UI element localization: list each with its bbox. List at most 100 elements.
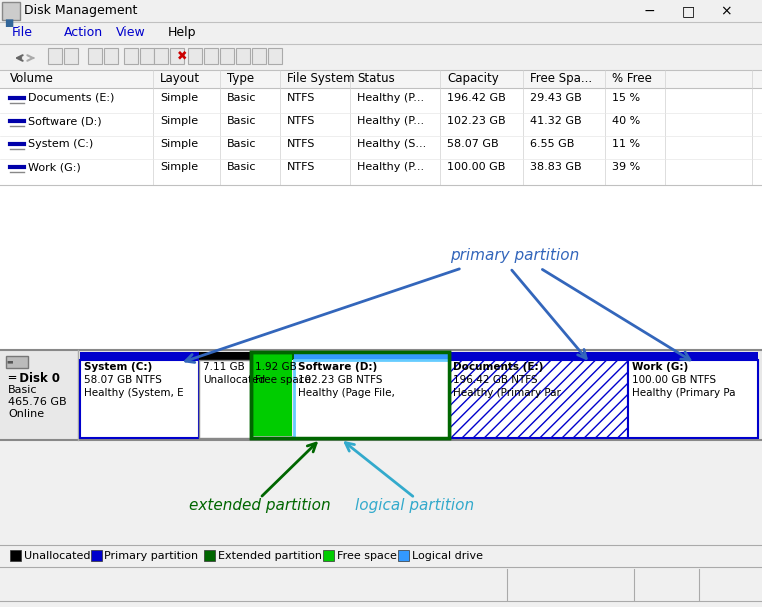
Bar <box>323 550 334 561</box>
Text: Unallocated: Unallocated <box>203 375 265 385</box>
Text: Work (G:): Work (G:) <box>632 362 688 372</box>
Text: logical partition: logical partition <box>355 498 475 513</box>
Bar <box>80 360 199 438</box>
Text: System (C:): System (C:) <box>84 362 152 372</box>
Text: 41.32 GB: 41.32 GB <box>530 116 581 126</box>
Text: 38.83 GB: 38.83 GB <box>530 162 581 172</box>
Bar <box>450 352 628 360</box>
Text: Simple: Simple <box>160 116 198 126</box>
Text: 39 %: 39 % <box>612 162 640 172</box>
Text: Basic: Basic <box>227 93 257 103</box>
Text: ✖: ✖ <box>177 49 187 62</box>
Text: 7.11 GB: 7.11 GB <box>203 362 245 372</box>
Bar <box>294 352 450 360</box>
Text: Status: Status <box>357 72 395 85</box>
Text: Online: Online <box>8 409 44 419</box>
Bar <box>154 48 168 64</box>
Bar <box>199 352 251 360</box>
Text: ×: × <box>720 4 732 18</box>
Bar <box>251 352 450 360</box>
Bar <box>253 354 292 436</box>
Bar <box>220 48 234 64</box>
Bar <box>0 440 762 545</box>
Text: Healthy (Page File,: Healthy (Page File, <box>298 388 395 398</box>
Text: ■: ■ <box>4 18 13 28</box>
Text: Primary partition: Primary partition <box>104 551 199 561</box>
Text: Healthy (System, E: Healthy (System, E <box>84 388 184 398</box>
Bar <box>48 48 62 64</box>
Bar <box>628 352 758 360</box>
Text: 196.42 GB NTFS: 196.42 GB NTFS <box>453 375 538 385</box>
Bar <box>0 567 762 607</box>
Bar <box>0 88 762 185</box>
Bar <box>252 48 266 64</box>
Text: 102.23 GB: 102.23 GB <box>447 116 506 126</box>
Text: Unallocated: Unallocated <box>24 551 91 561</box>
Bar <box>0 70 762 88</box>
Text: Basic: Basic <box>227 162 257 172</box>
Text: Healthy (P...: Healthy (P... <box>357 93 424 103</box>
Text: 58.07 GB: 58.07 GB <box>447 139 498 149</box>
Text: Extended partition: Extended partition <box>218 551 322 561</box>
Bar <box>0 44 762 70</box>
Text: Free space: Free space <box>255 375 311 385</box>
Text: primary partition: primary partition <box>450 248 579 263</box>
Text: Simple: Simple <box>160 139 198 149</box>
Text: Documents (E:): Documents (E:) <box>453 362 543 372</box>
Bar <box>199 360 251 438</box>
Text: NTFS: NTFS <box>287 93 315 103</box>
Text: 465.76 GB: 465.76 GB <box>8 397 66 407</box>
Text: File System: File System <box>287 72 354 85</box>
Bar <box>251 352 450 438</box>
Bar <box>91 550 101 561</box>
Text: ▬: ▬ <box>6 358 13 364</box>
Text: Basic: Basic <box>227 116 257 126</box>
Text: Basic: Basic <box>227 139 257 149</box>
Text: Healthy (S...: Healthy (S... <box>357 139 426 149</box>
Bar <box>10 550 21 561</box>
Text: 15 %: 15 % <box>612 93 640 103</box>
Bar <box>188 48 202 64</box>
Text: Capacity: Capacity <box>447 72 499 85</box>
Bar <box>124 48 138 64</box>
Text: 1.92 GB: 1.92 GB <box>255 362 296 372</box>
Text: Disk Management: Disk Management <box>24 4 137 17</box>
Text: View: View <box>116 26 146 39</box>
Bar <box>236 48 250 64</box>
Text: Healthy (Primary Par: Healthy (Primary Par <box>453 388 561 398</box>
Bar <box>0 185 762 350</box>
Bar <box>80 352 199 360</box>
Text: Free space: Free space <box>337 551 397 561</box>
Bar <box>628 360 758 438</box>
Bar <box>170 48 184 64</box>
Text: File: File <box>12 26 33 39</box>
Text: 6.55 GB: 6.55 GB <box>530 139 575 149</box>
Bar <box>251 352 450 438</box>
Text: Action: Action <box>64 26 103 39</box>
Text: extended partition: extended partition <box>189 498 331 513</box>
Bar <box>204 48 218 64</box>
Text: ═ Disk 0: ═ Disk 0 <box>8 372 60 385</box>
Text: Simple: Simple <box>160 162 198 172</box>
Text: NTFS: NTFS <box>287 116 315 126</box>
Text: −: − <box>644 4 655 18</box>
Text: Volume: Volume <box>10 72 54 85</box>
Text: Software (D:): Software (D:) <box>298 362 377 372</box>
Text: Simple: Simple <box>160 93 198 103</box>
Text: Layout: Layout <box>160 72 200 85</box>
Text: 11 %: 11 % <box>612 139 640 149</box>
Text: Healthy (Primary Pa: Healthy (Primary Pa <box>632 388 735 398</box>
Text: Type: Type <box>227 72 254 85</box>
Text: 29.43 GB: 29.43 GB <box>530 93 581 103</box>
Text: Free Spa...: Free Spa... <box>530 72 592 85</box>
Text: 40 %: 40 % <box>612 116 640 126</box>
Bar <box>6 356 28 368</box>
Bar <box>104 48 118 64</box>
Bar <box>0 545 762 567</box>
Text: Help: Help <box>168 26 197 39</box>
Bar <box>0 350 762 440</box>
Text: Healthy (P...: Healthy (P... <box>357 116 424 126</box>
Bar <box>64 48 78 64</box>
Text: Software (D:): Software (D:) <box>28 116 101 126</box>
Bar <box>204 550 215 561</box>
